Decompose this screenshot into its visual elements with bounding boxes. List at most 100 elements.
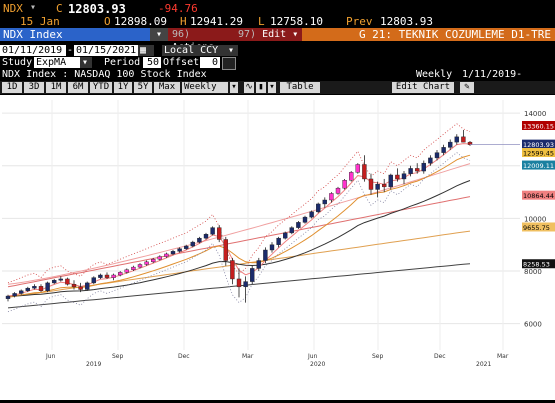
currency-select[interactable]: Local CCY (162, 45, 228, 56)
period-5y-button[interactable]: 5Y (134, 82, 152, 93)
dropdown-icon[interactable]: ▾ (30, 2, 37, 13)
candle-body (362, 164, 367, 180)
price-tag-label: 12009.11 (523, 162, 554, 170)
y-tick-label: 6000 (524, 321, 542, 329)
period-1m-button[interactable]: 1M (46, 82, 66, 93)
period-6m-button[interactable]: 6M (68, 82, 88, 93)
period-1d-button[interactable]: 1D (2, 82, 22, 93)
candle-body (223, 239, 229, 261)
period-bar: 1D 3D 1M 6M YTD 1Y 5Y Max Weekly ▾ ∿ ▮ ▾… (0, 81, 555, 94)
candle-body (183, 245, 189, 249)
candle-body (388, 174, 393, 188)
price-tag (522, 259, 555, 269)
price-tag-label: 9655.75 (523, 224, 550, 232)
chevron-down-icon[interactable]: ▾ (80, 57, 92, 68)
edit-number: 97) (238, 29, 257, 40)
last-price: 12803.93 (68, 2, 126, 16)
prev-price: 12803.93 (380, 15, 433, 28)
candle-body (150, 259, 156, 263)
range-bar: 01/11/2019 - 01/15/2021 ▦ Local CCY ▾ (0, 44, 555, 56)
candle-body (448, 141, 453, 148)
candle-body (243, 281, 248, 288)
candle-body (335, 187, 341, 194)
chart-title: G 21: TEKNIK COZUMLEME D1-TRE (302, 28, 555, 41)
actions-button[interactable]: 96) Actions ▾ (168, 28, 236, 53)
offset-input[interactable]: 0 (200, 57, 220, 68)
candle-body (111, 274, 116, 278)
candle-body (316, 203, 321, 213)
price-chart[interactable]: 14000120001000080006000JunSepDecMarJunSe… (0, 95, 555, 400)
candle-body (58, 278, 63, 281)
candle-body (12, 293, 17, 297)
frequency-select[interactable]: Weekly (182, 82, 228, 93)
x-tick-label: Sep (372, 353, 384, 360)
x-tick-label: Mar (497, 353, 509, 360)
price-tag (522, 148, 555, 158)
net-change: -94.76 (158, 2, 198, 15)
period-max-button[interactable]: Max (154, 82, 180, 93)
candle-body (52, 280, 57, 284)
candle-body (428, 157, 433, 164)
open-label: O (104, 15, 111, 28)
edit-button[interactable]: 97) Edit ▾ (234, 28, 304, 41)
security-field[interactable]: NDX Index (0, 28, 154, 41)
security-chevron-icon[interactable]: ▾ (150, 28, 168, 41)
candle-body (276, 237, 281, 245)
toolbar: NDX Index ▾ 96) Actions ▾ 97) Edit ▾ G 2… (0, 28, 555, 53)
bar-chart-icon[interactable]: ▮ (256, 82, 266, 93)
period-1y-button[interactable]: 1Y (114, 82, 132, 93)
candle-body (25, 287, 30, 291)
x-tick-label: Sep (112, 353, 124, 360)
quote-date: 15 Jan (20, 15, 60, 28)
candle-body (401, 173, 407, 180)
prev-label: Prev (346, 15, 373, 28)
candle-body (236, 278, 242, 288)
price-tag (522, 222, 555, 232)
candle-body (441, 147, 446, 153)
edit-label: Edit (262, 29, 287, 40)
candle-body (375, 184, 380, 190)
period-input[interactable]: 50 (143, 57, 161, 68)
candle-body (434, 152, 440, 159)
table-button[interactable]: Table (280, 82, 320, 93)
candle-body (104, 274, 110, 278)
period-ytd-button[interactable]: YTD (90, 82, 112, 93)
candle-body (84, 282, 90, 290)
x-tick-label: Jun (307, 353, 318, 360)
high-price: 12941.29 (190, 15, 243, 28)
open-price: 12898.09 (114, 15, 167, 28)
study-select[interactable]: ExpMA (34, 57, 80, 68)
candle-body (131, 266, 136, 270)
actions-number: 96) (172, 29, 191, 40)
calendar-icon[interactable]: ▦ (138, 45, 154, 56)
period-3d-button[interactable]: 3D (24, 82, 44, 93)
chevron-down-icon[interactable]: ▾ (230, 82, 238, 93)
candle-body (249, 268, 255, 282)
study-bar: Study ExpMA ▾ Period 50 Offset 0 (0, 56, 555, 70)
price-tag-label: 10864.44 (523, 192, 554, 200)
price-tag (522, 120, 555, 130)
candle-body (164, 253, 169, 257)
line-chart-icon[interactable]: ∿ (244, 82, 254, 93)
edit-chart-button[interactable]: Edit Chart (392, 82, 454, 93)
x-tick-label: Jun (45, 353, 56, 360)
candle-body (322, 199, 327, 205)
candle-body (117, 272, 123, 276)
end-date-input[interactable]: 01/15/2021 (74, 45, 138, 56)
range-dash: - (67, 45, 74, 56)
candle-body (230, 260, 235, 280)
year-label: 2021 (476, 361, 491, 368)
candle-body (395, 174, 400, 180)
chevron-down-icon[interactable]: ▾ (226, 45, 238, 56)
chevron-down-icon[interactable]: ▾ (268, 82, 276, 93)
study-checkbox[interactable] (222, 57, 236, 70)
candle-body (461, 136, 466, 143)
candle-body (263, 249, 268, 261)
chart-tool-icon[interactable]: ✎ (460, 82, 474, 93)
ma-line-lightred (7, 163, 471, 285)
info-bar: NDX Index : NASDAQ 100 Stock Index Weekl… (0, 68, 555, 91)
candle-body (349, 172, 354, 181)
candle-body (296, 222, 301, 228)
start-date-input[interactable]: 01/11/2019 (0, 45, 66, 56)
candle-body (355, 164, 360, 173)
